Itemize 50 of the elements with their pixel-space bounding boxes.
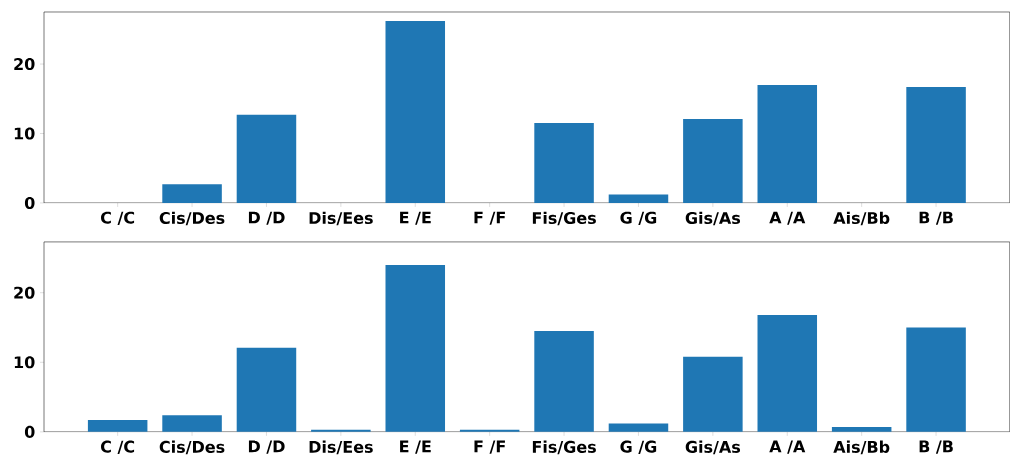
bar — [608, 194, 669, 203]
y-tick-label: 10 — [14, 127, 35, 140]
bar — [236, 114, 297, 203]
x-tick-label: Ais/Bb — [833, 440, 890, 455]
bar — [385, 21, 446, 203]
y-tick-label: 0 — [24, 425, 35, 438]
x-tick-label: A /A — [769, 440, 806, 454]
bar — [906, 327, 966, 432]
bar — [162, 415, 222, 432]
bar — [683, 118, 743, 203]
x-tick-label: F /F — [474, 440, 505, 454]
y-tick-label: 10 — [14, 356, 35, 369]
y-tick-label: 20 — [14, 58, 35, 71]
y-tick-label: 20 — [14, 286, 35, 299]
bar — [608, 423, 669, 432]
y-tick-label: 0 — [24, 196, 35, 210]
bar — [906, 87, 966, 203]
x-tick-label: B /B — [919, 440, 953, 454]
x-tick-label: Gis/As — [685, 211, 741, 226]
bar — [162, 184, 222, 203]
bar — [385, 264, 446, 432]
x-tick-label: B /B — [919, 211, 953, 225]
x-tick-label: E /E — [400, 440, 431, 454]
bar — [311, 429, 371, 432]
x-tick-label: D /D — [248, 211, 285, 225]
bar — [459, 429, 520, 432]
x-tick-label: E /E — [400, 211, 431, 225]
bar — [757, 315, 818, 432]
bar — [683, 356, 743, 432]
x-tick-label: Fis/Ges — [532, 211, 596, 226]
bar — [534, 123, 594, 203]
x-tick-label: Cis/Des — [159, 211, 225, 226]
bar — [87, 420, 148, 432]
x-tick-label: F /F — [474, 211, 505, 225]
bar — [831, 427, 892, 432]
x-tick-label: Ais/Bb — [833, 211, 890, 226]
bar — [757, 84, 818, 203]
x-tick-label: C /C — [101, 211, 135, 226]
x-tick-label: Cis/Des — [159, 440, 225, 455]
bar — [534, 331, 594, 432]
x-tick-label: A /A — [769, 211, 806, 225]
x-tick-label: Fis/Ges — [532, 440, 596, 455]
x-tick-label: G /G — [620, 440, 657, 454]
x-tick-label: Dis/Ees — [309, 211, 373, 226]
bar — [236, 347, 297, 432]
x-tick-label: G /G — [620, 211, 657, 226]
x-tick-label: D /D — [248, 440, 285, 454]
x-tick-label: Gis/As — [685, 440, 741, 455]
x-tick-label: C /C — [101, 440, 135, 454]
x-tick-label: Dis/Ees — [309, 440, 373, 455]
